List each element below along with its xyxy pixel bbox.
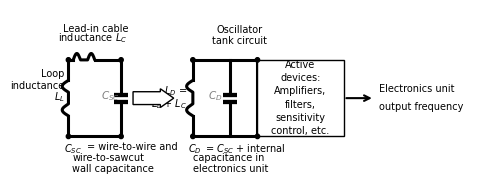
Text: = $C_{SC}$ + internal: = $C_{SC}$ + internal xyxy=(205,142,285,156)
Text: $C_{SC}$: $C_{SC}$ xyxy=(101,89,120,103)
Text: $C_{SC}$: $C_{SC}$ xyxy=(64,142,82,156)
Circle shape xyxy=(191,134,195,139)
Text: Lead-in cable: Lead-in cable xyxy=(63,24,129,34)
Text: inductance: inductance xyxy=(10,81,65,91)
Text: Loop: Loop xyxy=(41,69,65,79)
Text: control, etc.: control, etc. xyxy=(271,126,330,136)
Text: capacitance in: capacitance in xyxy=(193,153,264,163)
Circle shape xyxy=(191,58,195,62)
Text: $C_D$: $C_D$ xyxy=(188,142,202,156)
Text: Amplifiers,: Amplifiers, xyxy=(274,86,327,96)
Circle shape xyxy=(119,58,123,62)
Text: output frequency: output frequency xyxy=(379,102,463,112)
Circle shape xyxy=(119,134,123,139)
Text: $L_L$: $L_L$ xyxy=(54,91,65,104)
Text: devices:: devices: xyxy=(280,73,321,83)
Circle shape xyxy=(255,134,259,139)
Text: wire-to-sawcut: wire-to-sawcut xyxy=(72,153,144,163)
Text: electronics unit: electronics unit xyxy=(193,164,268,174)
Circle shape xyxy=(66,134,71,139)
Circle shape xyxy=(255,58,259,62)
Text: filters,: filters, xyxy=(285,100,316,110)
Text: $L_D$ =: $L_D$ = xyxy=(164,84,187,98)
Text: $C_D$: $C_D$ xyxy=(208,89,223,103)
Text: wall capacitance: wall capacitance xyxy=(72,164,154,174)
Text: inductance $L_C$: inductance $L_C$ xyxy=(58,31,127,45)
Text: Oscillator: Oscillator xyxy=(216,25,262,35)
Polygon shape xyxy=(133,89,174,108)
Text: sensitivity: sensitivity xyxy=(276,113,326,123)
Text: $L_L$ + $L_C$: $L_L$ + $L_C$ xyxy=(151,97,187,111)
Text: tank circuit: tank circuit xyxy=(212,36,267,46)
Circle shape xyxy=(66,58,71,62)
Text: Electronics unit: Electronics unit xyxy=(379,84,454,94)
Bar xyxy=(257,60,344,136)
Text: Active: Active xyxy=(286,60,316,70)
Text: = wire-to-wire and: = wire-to-wire and xyxy=(87,142,177,152)
